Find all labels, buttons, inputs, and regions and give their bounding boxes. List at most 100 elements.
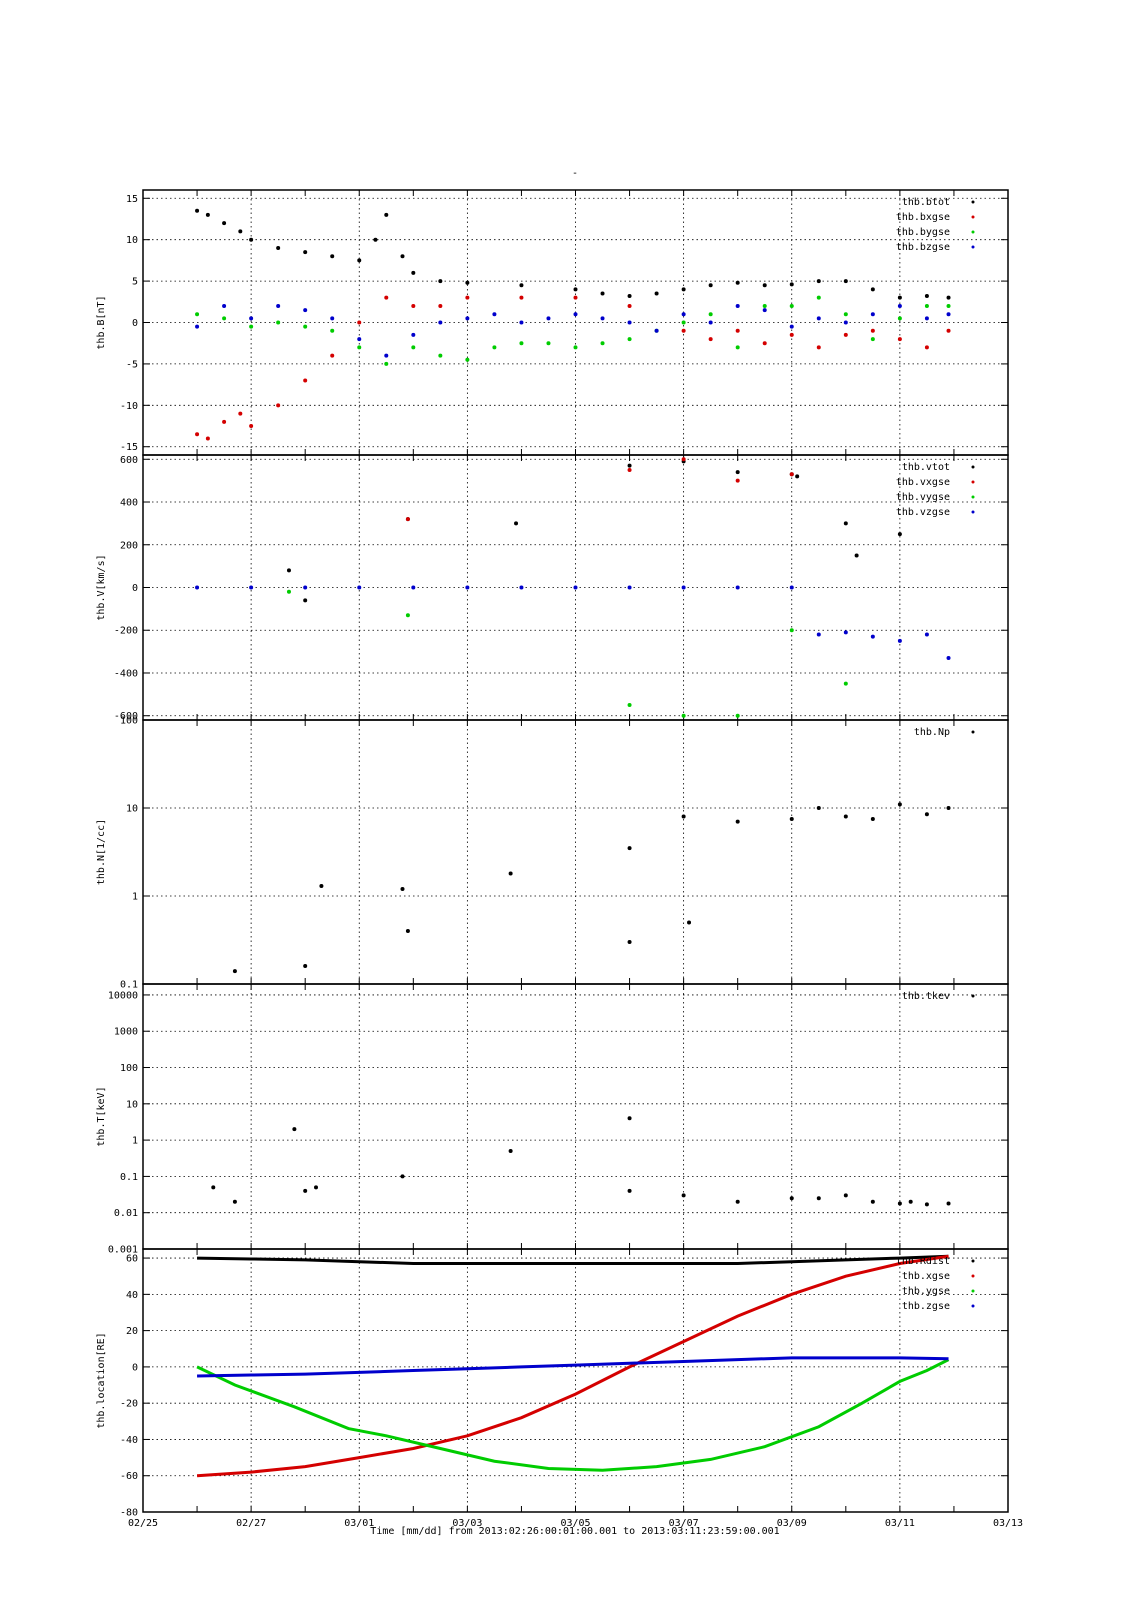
y-tick-label: 400 [120, 498, 138, 509]
plot-area [196, 1254, 950, 1478]
data-point [492, 345, 497, 350]
data-point [519, 585, 524, 590]
data-point [519, 320, 524, 325]
data-point [330, 328, 335, 333]
legend-label: thb.ygse [902, 1286, 950, 1297]
data-point [249, 324, 254, 329]
data-point [222, 419, 227, 424]
data-point [789, 585, 794, 590]
series-thb-ygse [196, 1358, 950, 1472]
data-point [195, 432, 200, 437]
data-point [735, 1199, 740, 1204]
data-point [924, 632, 929, 637]
data-point [303, 585, 308, 590]
data-point [843, 814, 848, 819]
y-tick-label: -400 [114, 668, 138, 679]
data-point [465, 357, 470, 362]
data-point [357, 258, 362, 263]
y-tick-label: -200 [114, 626, 138, 637]
data-point [946, 312, 951, 317]
data-point [627, 467, 632, 472]
x-tick-label: 03/09 [777, 1518, 807, 1529]
data-point [681, 287, 686, 292]
data-point [492, 312, 497, 317]
data-point [573, 312, 578, 317]
data-point [211, 1185, 216, 1190]
data-point [735, 470, 740, 475]
data-point [654, 328, 659, 333]
legend-marker [971, 510, 975, 514]
data-point [816, 1196, 821, 1201]
data-point [286, 568, 291, 573]
legend-marker [971, 730, 975, 734]
data-point [870, 287, 875, 292]
data-point [276, 245, 281, 250]
legend-marker [971, 465, 975, 469]
y-tick-label: 10000 [108, 990, 138, 1001]
data-point [384, 295, 389, 300]
legend-label: thb.bxgse [896, 212, 950, 223]
legend-label: thb.bzgse [896, 242, 950, 253]
data-point [330, 316, 335, 321]
data-point [762, 341, 767, 346]
data-point [816, 295, 821, 300]
legend-label: thb.vxgse [896, 477, 950, 488]
y-tick-label: 1 [132, 1136, 138, 1147]
series-thb-vzgse [195, 585, 951, 661]
legend-label: thb.tkev [902, 991, 950, 1002]
legend-marker [971, 200, 975, 204]
y-tick-label: 10 [126, 804, 138, 815]
data-point [438, 303, 443, 308]
figure-title: - [572, 168, 578, 179]
data-point [195, 324, 200, 329]
data-point [405, 929, 410, 934]
data-point [762, 308, 767, 313]
y-tick-label: 0 [132, 583, 138, 594]
x-tick-label: 03/13 [993, 1518, 1023, 1529]
x-tick-label: 03/07 [669, 1518, 699, 1529]
series-thb-zgse [197, 1356, 949, 1378]
legend-label: thb.xgse [902, 1271, 950, 1282]
data-point [357, 345, 362, 350]
data-point [205, 436, 210, 441]
data-point [303, 324, 308, 329]
y-tick-label: -5 [126, 359, 138, 370]
series-thb-vxgse [405, 457, 794, 522]
data-point [735, 303, 740, 308]
legend-marker [971, 1304, 975, 1308]
data-point [924, 1202, 929, 1207]
data-point [627, 1188, 632, 1193]
data-point [357, 337, 362, 342]
data-point [573, 345, 578, 350]
y-tick-label: 0.1 [120, 1172, 138, 1183]
data-point [205, 212, 210, 217]
data-point [735, 819, 740, 824]
panel-4: 0.001 0.01 0.1 1 10 100 1000 10000 thb.T[keV] thb… [96, 983, 1009, 1256]
legend-marker [971, 245, 975, 249]
data-point [816, 806, 821, 810]
data-point [627, 463, 632, 468]
x-tick-label: 03/01 [344, 1518, 374, 1529]
panel-3: 0.1 1 10 100 thb.N[1/cc] thb.Np [96, 716, 1009, 991]
data-point [843, 681, 848, 686]
data-point [411, 332, 416, 337]
data-point [249, 585, 254, 590]
data-point [411, 345, 416, 350]
series-line [197, 1254, 949, 1266]
data-point [843, 630, 848, 635]
data-point [546, 316, 551, 321]
panel-1: -15 -10 -5 0 5 10 15 thb.B[nT] thb.btot thb.bxgse… [96, 189, 1009, 456]
legend-marker [971, 480, 975, 484]
y-tick-label: 15 [126, 194, 138, 205]
data-point [438, 279, 443, 284]
legend-label: thb.bygse [896, 227, 950, 238]
y-tick-label: 0 [132, 318, 138, 329]
legend-marker [971, 1259, 975, 1263]
panels: -15-10-5051015thb.B[nT]thb.btotthb.bxgse… [96, 189, 1009, 1519]
data-point [514, 521, 519, 526]
data-point [870, 816, 875, 821]
data-point [411, 585, 416, 590]
data-point [600, 316, 605, 321]
data-point [508, 1149, 513, 1154]
data-point [762, 303, 767, 308]
